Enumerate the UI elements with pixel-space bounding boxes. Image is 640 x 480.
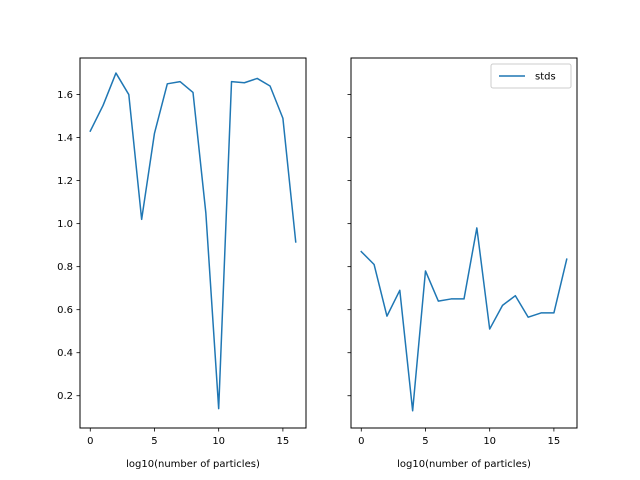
left-plot-frame — [79, 57, 307, 429]
legend: stds — [490, 63, 572, 89]
left-y-tick-label-1: 0.4 — [57, 348, 73, 359]
left-subplot: 0 5 10 15 0.2 0.4 0.6 0.8 1.0 1.2 1.4 1.6 log10(nu… — [57, 57, 307, 470]
left-x-tick-label-15: 15 — [277, 436, 290, 447]
left-x-tick-label-0: 0 — [87, 436, 93, 447]
right-series-line-0 — [360, 227, 568, 412]
left-y-tick-label-2: 0.6 — [57, 305, 73, 316]
left-y-tick-label-5: 1.2 — [57, 176, 73, 187]
right-x-axis-label: log10(number of particles) — [397, 459, 531, 470]
right-y-ticks — [347, 94, 351, 397]
legend-label-stds: stds — [535, 72, 556, 83]
left-x-axis-label: log10(number of particles) — [126, 459, 260, 470]
left-plot-marks — [89, 72, 297, 410]
left-y-tick-label-0: 0.2 — [57, 391, 73, 402]
right-subplot: 0 5 10 15 log10(number of particles) stds — [347, 57, 578, 470]
right-x-tick-label-10: 10 — [483, 436, 496, 447]
left-x-tick-label-10: 10 — [212, 436, 225, 447]
left-x-tick-label-5: 5 — [151, 436, 157, 447]
left-y-tick-label-3: 0.8 — [57, 262, 73, 273]
right-x-tick-label-0: 0 — [358, 436, 364, 447]
right-plot-marks — [360, 227, 568, 412]
right-plot-frame — [350, 57, 578, 429]
right-x-tick-label-15: 15 — [548, 436, 561, 447]
left-y-tick-label-7: 1.6 — [57, 90, 73, 101]
right-x-ticks: 0 5 10 15 — [358, 428, 560, 447]
left-y-ticks: 0.2 0.4 0.6 0.8 1.0 1.2 1.4 1.6 — [57, 90, 80, 402]
left-y-tick-label-6: 1.4 — [57, 133, 73, 144]
right-x-tick-label-5: 5 — [422, 436, 428, 447]
legend-box — [490, 63, 572, 89]
left-series-line-0 — [89, 72, 297, 410]
left-y-tick-label-4: 1.0 — [57, 219, 73, 230]
left-x-ticks: 0 5 10 15 — [87, 428, 289, 447]
